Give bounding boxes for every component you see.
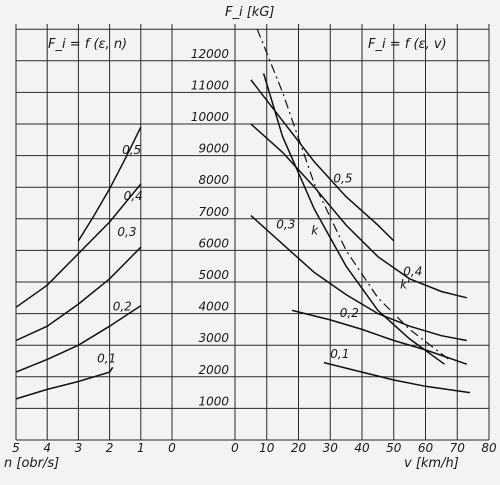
left-x-tick-label-2: 3	[75, 441, 83, 455]
y-tick-label-10: 11000	[191, 78, 230, 92]
right-x-tick-label-0: 0	[231, 441, 239, 455]
right-series-label-6: k'	[400, 277, 410, 291]
right-series-label-3: 0,4	[403, 265, 422, 279]
left-panel-title: F_i = f (ε, n)	[48, 37, 127, 52]
right-series-0-2-line	[291, 309, 468, 365]
y-tick-label-1: 2000	[198, 363, 229, 377]
y-tick-label-4: 5000	[198, 268, 229, 282]
right-series-0-4-line	[250, 123, 467, 299]
labels: F_i [kG] F_i = f (ε, n) F_i = f (ε, v) n…	[4, 5, 459, 471]
y-tick-label-5: 6000	[198, 236, 229, 250]
right-series-label-4: 0,5	[333, 171, 352, 185]
right-x-axis-label: v [km/h]	[404, 456, 459, 471]
curves	[15, 28, 471, 400]
left-x-tick-label-1: 4	[43, 441, 51, 455]
right-panel-title: F_i = f (ε, v)	[368, 37, 447, 52]
right-x-tick-label-1: 10	[259, 441, 275, 455]
ticks: 1000200030004000500060007000800090001000…	[12, 47, 497, 455]
right-series-k-line	[262, 73, 445, 365]
right-x-tick-label-2: 20	[291, 441, 307, 455]
y-tick-label-9: 10000	[191, 110, 230, 124]
left-x-tick-label-0: 5	[12, 441, 20, 455]
left-series-0-4-line	[15, 183, 142, 308]
left-x-tick-label-3: 2	[106, 441, 114, 455]
right-series-label-1: 0,2	[340, 306, 359, 320]
right-x-tick-label-8: 80	[481, 441, 497, 455]
left-series-label-1: 0,2	[113, 299, 132, 313]
y-tick-label-6: 7000	[198, 205, 229, 219]
y-axis-label: F_i [kG]	[225, 5, 274, 20]
left-x-axis-label: n [obr/s]	[4, 456, 59, 471]
y-tick-label-0: 1000	[198, 394, 229, 408]
left-series-0-2-line	[15, 305, 142, 373]
left-series-label-2: 0,3	[117, 225, 136, 239]
left-series-0-1-line	[15, 366, 114, 400]
left-x-tick-label-5: 0	[168, 441, 176, 455]
right-series-label-2: 0,3	[276, 217, 295, 231]
grid	[15, 24, 490, 441]
left-series-0-5-line	[77, 126, 142, 242]
right-x-tick-label-3: 30	[323, 441, 339, 455]
right-series-0-3-line	[250, 215, 467, 342]
right-series-label-0: 0,1	[330, 347, 349, 361]
left-series-label-0: 0,1	[97, 352, 116, 366]
y-tick-label-7: 8000	[198, 173, 229, 187]
right-series-label-5: k	[311, 224, 319, 238]
right-series-0-5-line	[250, 79, 395, 242]
y-tick-label-2: 3000	[198, 331, 229, 345]
y-tick-label-11: 12000	[191, 47, 230, 61]
y-tick-label-8: 9000	[198, 142, 229, 156]
right-x-tick-label-7: 70	[450, 441, 466, 455]
left-series-0-3-line	[15, 246, 142, 342]
right-series-0-1-line	[323, 361, 471, 394]
y-tick-label-3: 4000	[198, 300, 229, 314]
right-x-tick-label-5: 50	[386, 441, 402, 455]
left-series-label-3: 0,4	[124, 189, 143, 203]
right-x-tick-label-6: 60	[418, 441, 434, 455]
right-x-tick-label-4: 40	[354, 441, 370, 455]
left-series-label-4: 0,5	[122, 143, 141, 157]
left-x-tick-label-4: 1	[137, 441, 145, 455]
